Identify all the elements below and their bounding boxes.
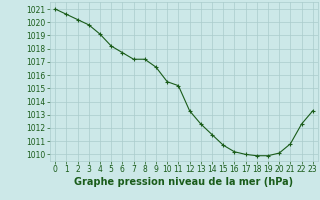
X-axis label: Graphe pression niveau de la mer (hPa): Graphe pression niveau de la mer (hPa)	[75, 177, 293, 187]
